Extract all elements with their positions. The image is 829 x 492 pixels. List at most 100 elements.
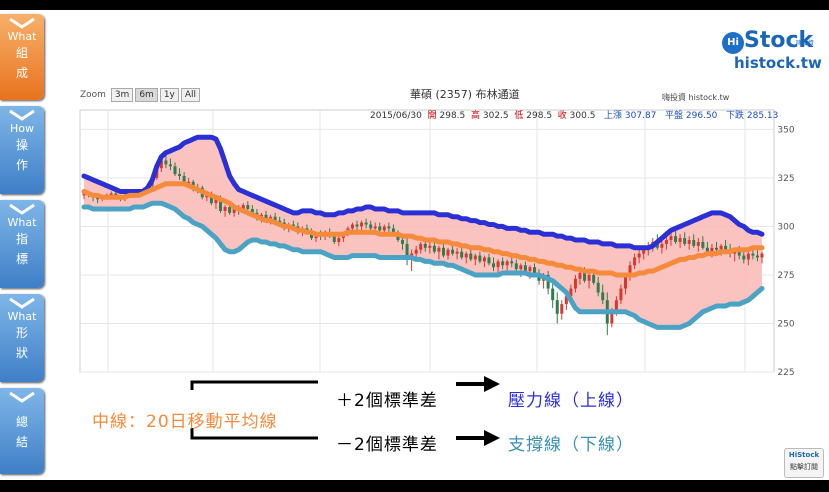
y-tick-label: 225 xyxy=(777,368,794,378)
y-tick-label: 275 xyxy=(777,271,794,281)
candle-body xyxy=(414,249,418,254)
sidebar-item-label: 組 xyxy=(15,46,28,60)
candle-body xyxy=(664,240,668,244)
mid-line-label: 中線：20日移動平均線 xyxy=(92,412,278,432)
subscribe-badge[interactable]: HiStock 點擊訂閱 xyxy=(784,448,824,478)
candle-body xyxy=(214,199,218,204)
candle-body xyxy=(737,251,741,256)
stat-open: 298.5 xyxy=(439,111,466,121)
candle-body xyxy=(378,226,382,231)
candle-body xyxy=(705,247,709,252)
sidebar-item-what-shape[interactable]: What 形 狀 xyxy=(0,294,44,382)
sidebar-item-summary[interactable]: 總 結 xyxy=(0,388,44,474)
candle-body xyxy=(619,288,623,301)
bracket-top xyxy=(190,380,318,390)
candle-body xyxy=(382,226,386,231)
candle-body xyxy=(401,240,405,244)
candle-body xyxy=(209,193,213,204)
candle-body xyxy=(355,224,359,227)
y-tick-label: 300 xyxy=(777,222,794,232)
arrow-right-icon xyxy=(456,430,500,446)
zoom-label: Zoom xyxy=(80,90,106,100)
candle-body xyxy=(396,234,400,241)
candle-body xyxy=(742,255,746,260)
candle-body xyxy=(446,249,450,256)
candle-body xyxy=(437,247,441,252)
candle-body xyxy=(173,166,177,175)
candle-body xyxy=(501,261,505,266)
candle-body xyxy=(219,199,223,211)
candle-body xyxy=(601,292,605,301)
candle-body xyxy=(482,257,486,262)
bollinger-chart: 225 250 275 300 325 350 xyxy=(79,109,795,378)
middle-band-line xyxy=(81,181,765,278)
candle-body xyxy=(250,208,254,213)
candle-body xyxy=(674,236,678,242)
chart-source: 嗨投資 histock.tw xyxy=(662,93,730,102)
candle-body xyxy=(687,240,691,244)
zoom-6m-button[interactable]: 6m xyxy=(135,88,158,102)
zoom-toolbar: Zoom 3m 6m 1y All xyxy=(80,88,201,102)
candle-body xyxy=(246,205,250,209)
zoom-1y-button[interactable]: 1y xyxy=(159,88,179,102)
candle-body xyxy=(746,253,750,260)
stat-close: 300.5 xyxy=(569,111,596,121)
logo-stock: Stock xyxy=(744,28,814,53)
candle-body xyxy=(232,208,236,213)
candle-body xyxy=(405,243,409,260)
logo-url: histock.tw xyxy=(734,54,822,72)
stat-close-label: 收 xyxy=(557,111,567,121)
candle-body xyxy=(432,245,436,252)
stat-upper: 307.87 xyxy=(624,111,657,121)
candle-body xyxy=(587,274,591,281)
sidebar-item-how-operate[interactable]: How 操 作 xyxy=(0,106,44,194)
stat-mid: 296.50 xyxy=(685,111,718,121)
candle-body xyxy=(669,236,673,241)
sidebar-item-label: What xyxy=(7,216,37,229)
candle-body xyxy=(633,257,637,266)
candle-body xyxy=(460,251,464,258)
video-frame: What 組 成 How 操 作 What 指 標 What 形 狀 總 結 xyxy=(0,10,829,480)
sidebar-item-label: 成 xyxy=(15,66,28,80)
chevron-down-icon xyxy=(9,109,35,121)
candle-body xyxy=(724,245,728,250)
stat-upper-label: 上漲 xyxy=(604,111,623,121)
sidebar-item-label: 形 xyxy=(15,326,28,340)
candle-body xyxy=(291,224,295,227)
sidebar-item-label: 結 xyxy=(15,435,28,449)
sidebar-item-label: 狀 xyxy=(15,346,28,360)
candle-body xyxy=(719,245,723,250)
sidebar-item-what-indicator[interactable]: What 指 標 xyxy=(0,200,44,288)
chevron-down-icon xyxy=(9,391,35,403)
sidebar-item-what-composition[interactable]: What 組 成 xyxy=(0,14,44,100)
zoom-all-button[interactable]: All xyxy=(180,88,201,102)
candle-body xyxy=(373,226,377,229)
candle-body xyxy=(537,274,541,281)
candle-body xyxy=(546,274,550,289)
candle-body xyxy=(487,257,491,264)
stat-high-label: 高 xyxy=(471,111,481,121)
badge-subscribe-text: 點擊訂閱 xyxy=(790,463,818,471)
y-tick-label: 350 xyxy=(777,125,794,135)
candle-body xyxy=(473,255,477,260)
logo-small: 嗨投資 xyxy=(796,40,815,47)
candle-body xyxy=(614,300,618,312)
candle-body xyxy=(660,243,664,248)
candle-body xyxy=(514,263,518,270)
stat-date: 2015/06/30 xyxy=(370,111,422,121)
candle-body xyxy=(364,222,368,225)
sidebar-item-label: What xyxy=(7,30,37,43)
candle-body xyxy=(441,247,445,256)
candle-body xyxy=(519,265,523,270)
candle-body xyxy=(82,193,86,196)
sidebar-item-label: 指 xyxy=(15,232,28,246)
chart-title: 華碩 (2357) 布林通道 xyxy=(410,88,520,101)
candle-body xyxy=(583,273,587,281)
arrow-right-icon xyxy=(456,376,500,392)
candle-body xyxy=(310,232,314,239)
candle-body xyxy=(332,236,336,242)
zoom-3m-button[interactable]: 3m xyxy=(110,88,134,102)
y-tick-label: 325 xyxy=(777,174,794,184)
candle-body xyxy=(278,220,282,223)
candle-body xyxy=(387,226,391,229)
